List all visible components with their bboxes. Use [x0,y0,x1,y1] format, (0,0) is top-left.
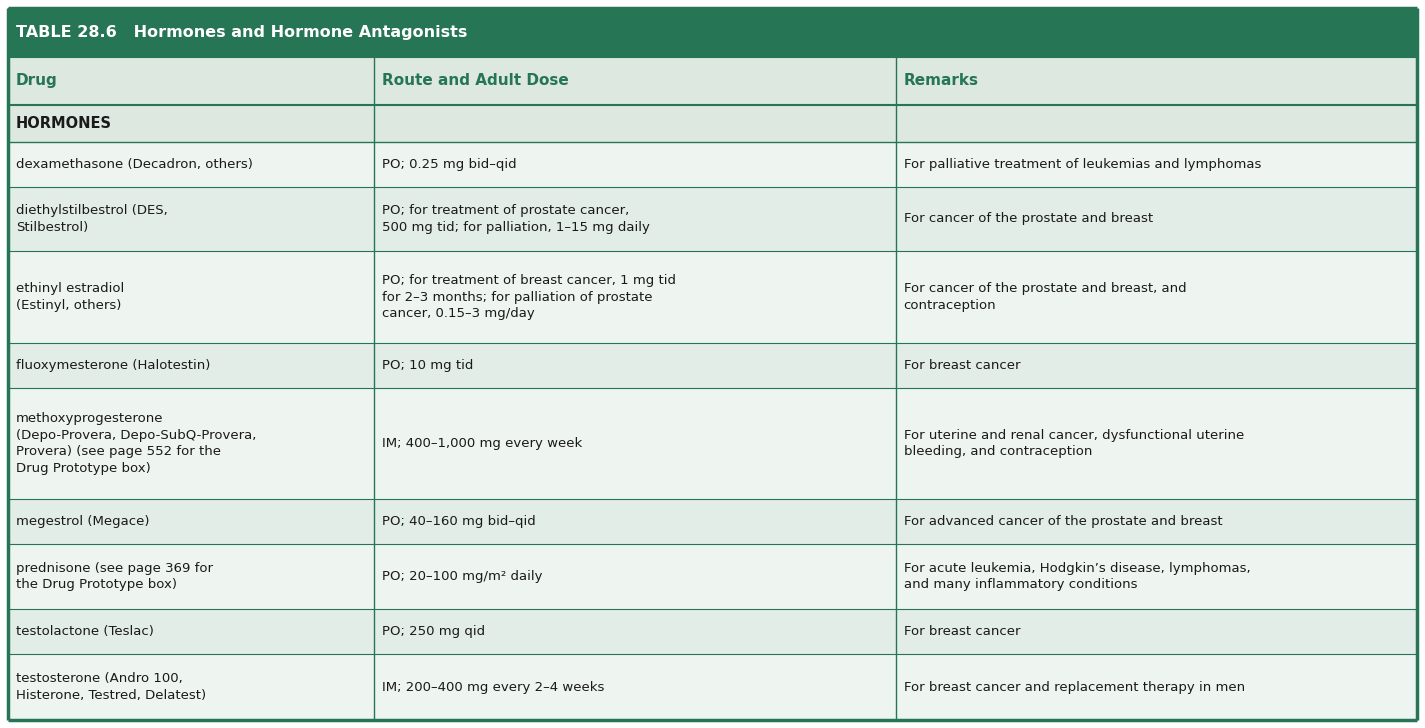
Text: For uterine and renal cancer, dysfunctional uterine
bleeding, and contraception: For uterine and renal cancer, dysfunctio… [903,429,1244,459]
Bar [375,57,896,106]
Text: For advanced cancer of the prostate and breast: For advanced cancer of the prostate and … [903,515,1223,528]
Bar [9,609,375,654]
Bar [896,499,1416,544]
Text: HORMONES: HORMONES [16,116,113,131]
Bar [375,544,896,609]
Text: For acute leukemia, Hodgkin’s disease, lymphomas,
and many inflammatory conditio: For acute leukemia, Hodgkin’s disease, l… [903,562,1250,591]
Text: PO; for treatment of prostate cancer,
500 mg tid; for palliation, 1–15 mg daily: PO; for treatment of prostate cancer, 50… [382,204,650,234]
Text: PO; 250 mg qid: PO; 250 mg qid [382,625,486,638]
Text: dexamethasone (Decadron, others): dexamethasone (Decadron, others) [16,158,252,170]
Text: Remarks: Remarks [903,74,979,88]
Bar [9,499,375,544]
Text: testolactone (Teslac): testolactone (Teslac) [16,625,154,638]
Text: megestrol (Megace): megestrol (Megace) [16,515,150,528]
Bar [375,609,896,654]
Bar [9,186,375,251]
Bar [375,344,896,388]
Text: Route and Adult Dose: Route and Adult Dose [382,74,569,88]
Bar [9,388,375,499]
Text: testosterone (Andro 100,
Histerone, Testred, Delatest): testosterone (Andro 100, Histerone, Test… [16,673,207,702]
Text: methoxyprogesterone
(Depo-Provera, Depo-SubQ-Provera,
Provera) (see page 552 for: methoxyprogesterone (Depo-Provera, Depo-… [16,412,256,475]
Bar [896,654,1416,720]
Bar [9,251,375,344]
Text: PO; 0.25 mg bid–qid: PO; 0.25 mg bid–qid [382,158,517,170]
Text: Drug: Drug [16,74,58,88]
Bar [375,388,896,499]
Text: PO; 20–100 mg/m² daily: PO; 20–100 mg/m² daily [382,570,543,583]
Text: For breast cancer: For breast cancer [903,360,1020,372]
Bar [896,609,1416,654]
Bar [9,57,375,106]
Text: fluoxymesterone (Halotestin): fluoxymesterone (Halotestin) [16,360,211,372]
Text: diethylstilbestrol (DES,
Stilbestrol): diethylstilbestrol (DES, Stilbestrol) [16,204,168,234]
Bar [9,106,1416,142]
Bar [375,654,896,720]
Text: ethinyl estradiol
(Estinyl, others): ethinyl estradiol (Estinyl, others) [16,282,124,312]
Bar [896,251,1416,344]
Text: PO; for treatment of breast cancer, 1 mg tid
for 2–3 months; for palliation of p: PO; for treatment of breast cancer, 1 mg… [382,274,677,320]
Text: IM; 400–1,000 mg every week: IM; 400–1,000 mg every week [382,437,583,450]
Text: For breast cancer: For breast cancer [903,625,1020,638]
Bar [9,544,375,609]
Text: IM; 200–400 mg every 2–4 weeks: IM; 200–400 mg every 2–4 weeks [382,681,604,694]
Bar [896,544,1416,609]
Bar [9,8,1416,57]
Bar [9,142,375,186]
Text: For cancer of the prostate and breast: For cancer of the prostate and breast [903,213,1153,225]
Bar [896,142,1416,186]
Bar [9,654,375,720]
Bar [896,344,1416,388]
Bar [9,344,375,388]
Bar [375,499,896,544]
Bar [375,142,896,186]
Text: prednisone (see page 369 for
the Drug Prototype box): prednisone (see page 369 for the Drug Pr… [16,562,212,591]
Bar [896,388,1416,499]
Bar [375,251,896,344]
Text: For breast cancer and replacement therapy in men: For breast cancer and replacement therap… [903,681,1245,694]
Text: PO; 10 mg tid: PO; 10 mg tid [382,360,473,372]
Bar [375,186,896,251]
Text: PO; 40–160 mg bid–qid: PO; 40–160 mg bid–qid [382,515,536,528]
Text: TABLE 28.6   Hormones and Hormone Antagonists: TABLE 28.6 Hormones and Hormone Antagoni… [16,25,467,40]
Bar [896,186,1416,251]
Text: For cancer of the prostate and breast, and
contraception: For cancer of the prostate and breast, a… [903,282,1186,312]
Bar [896,57,1416,106]
Text: For palliative treatment of leukemias and lymphomas: For palliative treatment of leukemias an… [903,158,1261,170]
